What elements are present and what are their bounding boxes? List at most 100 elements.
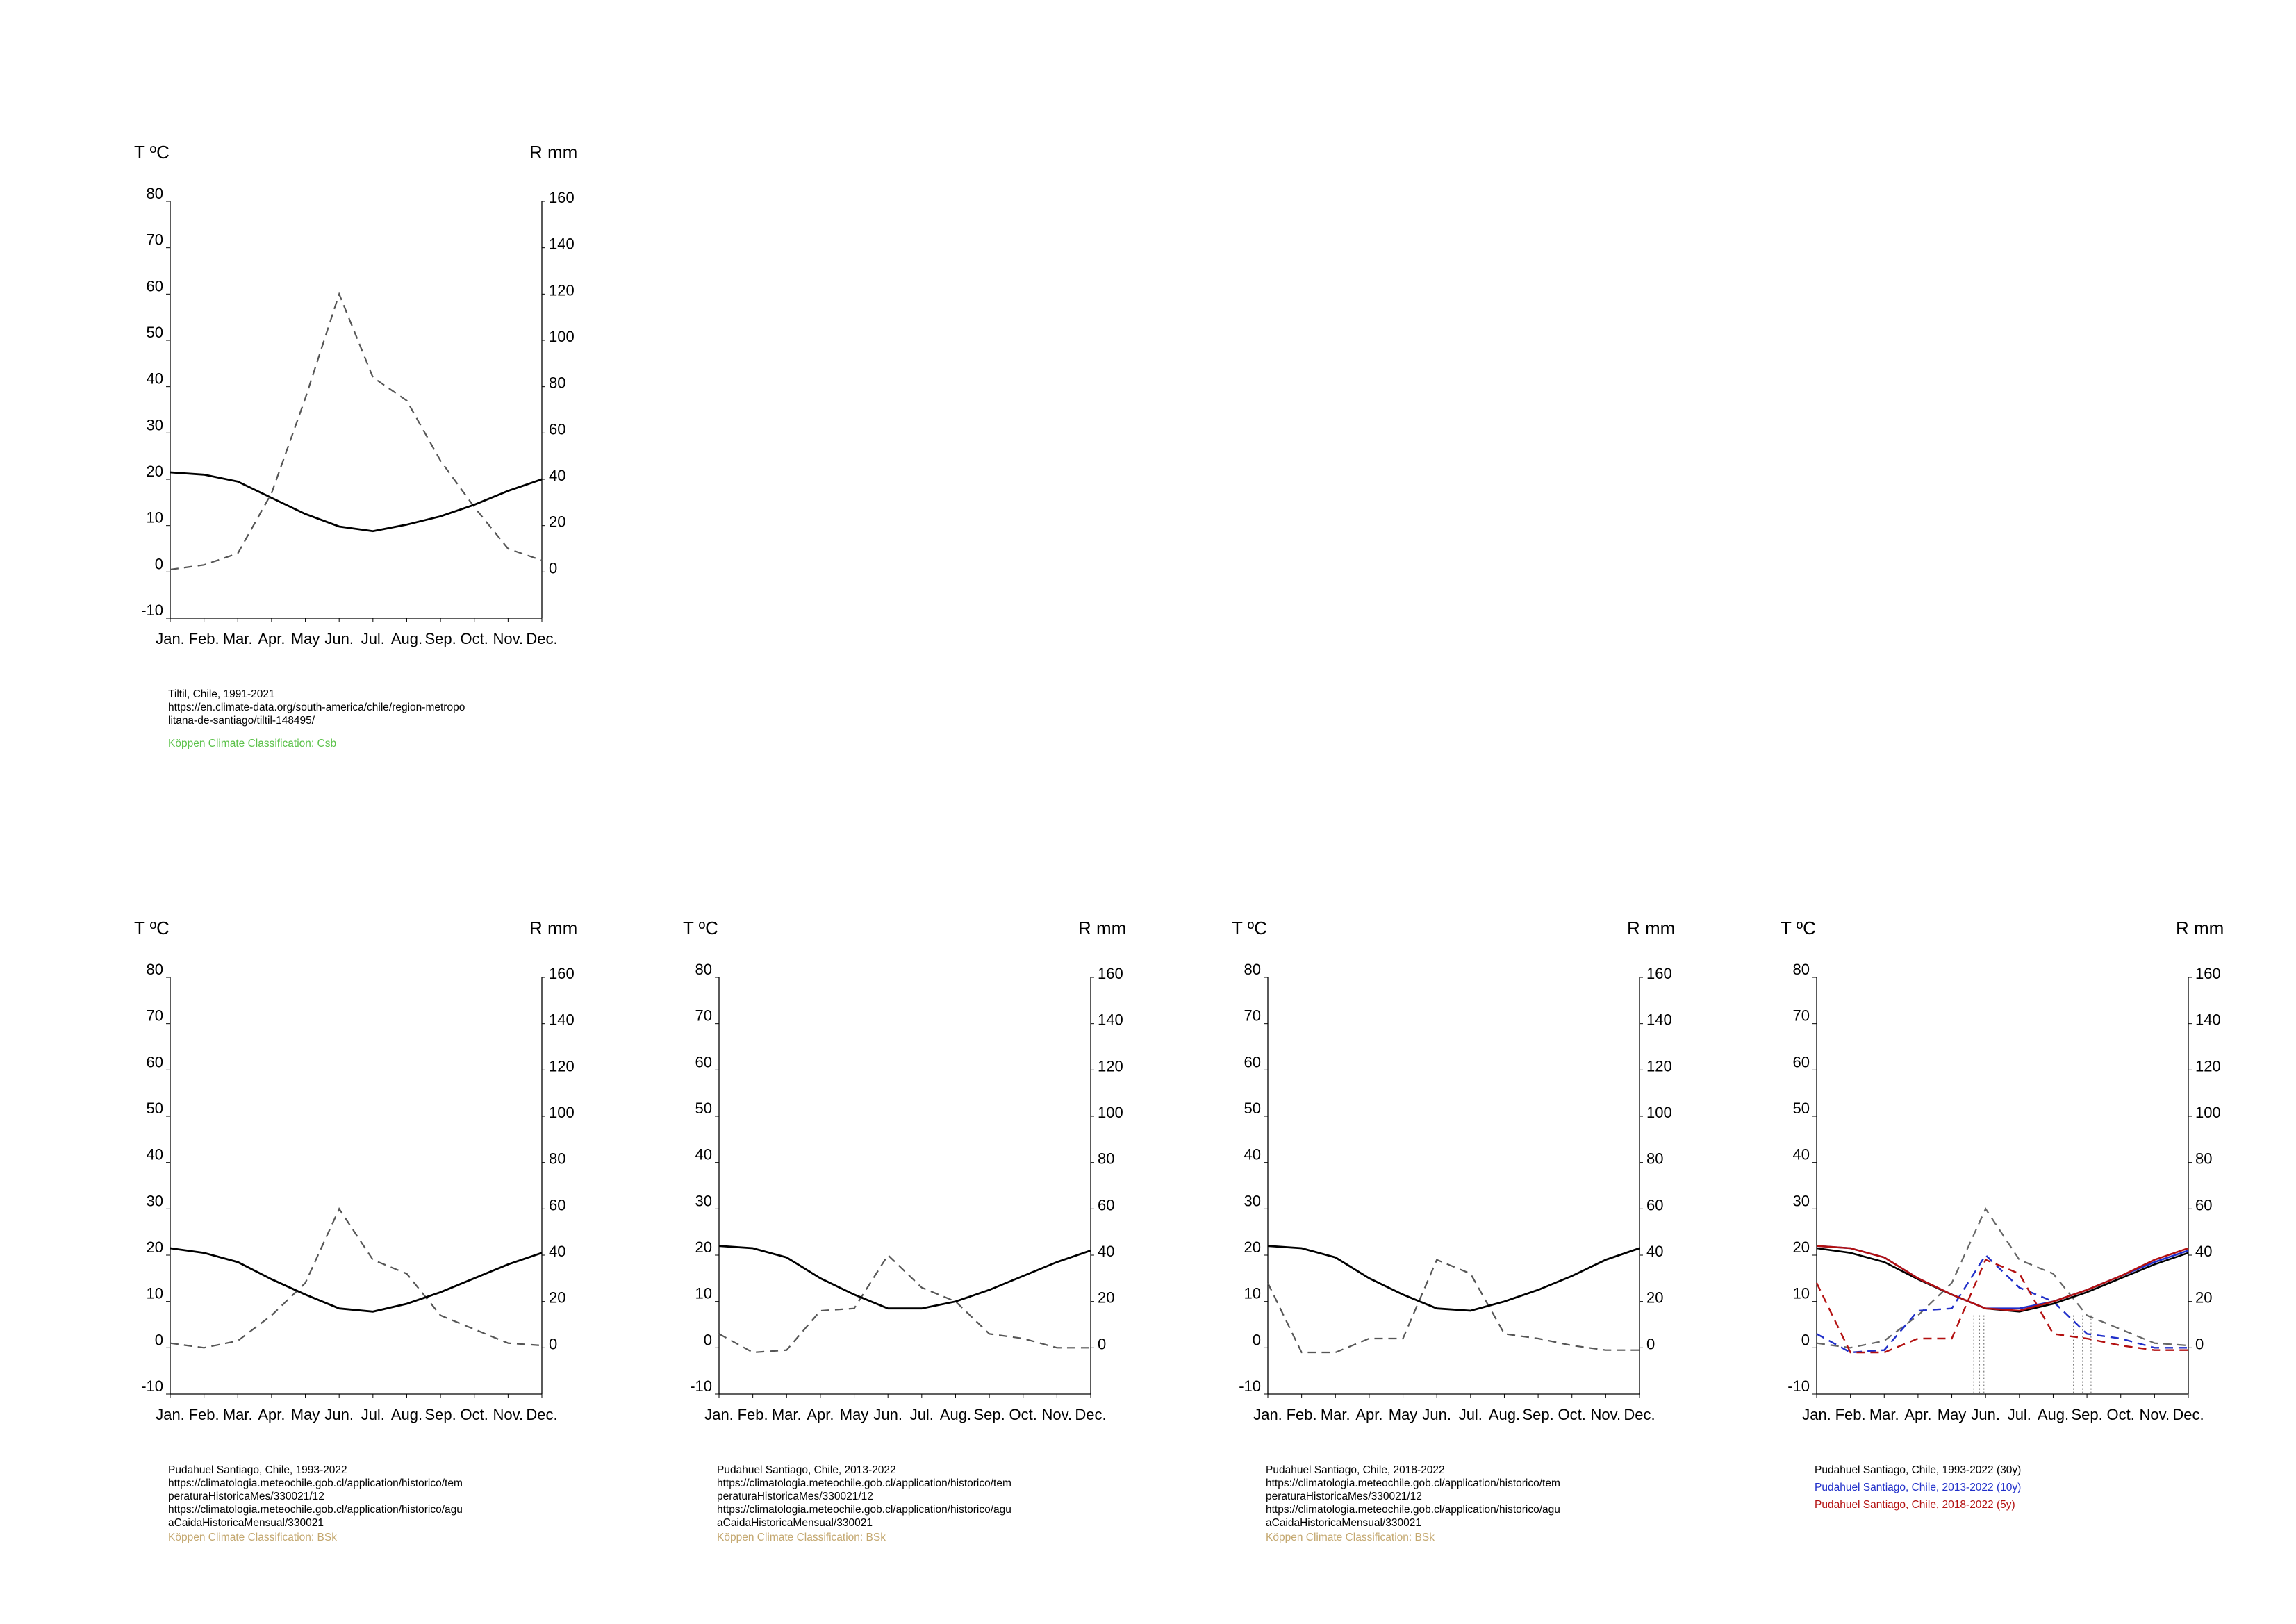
y-left-tick-label: 10: [1244, 1285, 1261, 1302]
y-right-tick-label: 140: [1646, 1011, 1672, 1029]
y-right-tick-label: 100: [1646, 1104, 1672, 1121]
x-tick-label: Aug.: [1489, 1406, 1520, 1423]
y-left-tick-label: 80: [695, 961, 712, 978]
y-left-tick-label: 50: [695, 1100, 712, 1117]
y-left-tick-label: 70: [1244, 1007, 1261, 1025]
caption-line: Pudahuel Santiago, Chile, 1993-2022: [168, 1464, 347, 1476]
y-left-tick-label: 0: [1253, 1331, 1261, 1348]
x-tick-label: Jun.: [1422, 1406, 1451, 1423]
temperature-line: [170, 471, 543, 533]
x-tick-label: Jun.: [1971, 1406, 2000, 1423]
x-tick-label: May: [291, 630, 320, 647]
y-left-tick-label: 80: [147, 185, 163, 202]
x-tick-label: Apr.: [258, 630, 285, 647]
y-right-tick-label: 40: [549, 467, 565, 484]
x-tick-label: May: [840, 1406, 869, 1423]
precipitation-line-10y: [1816, 1254, 2188, 1354]
x-tick-label: Dec.: [2172, 1406, 2204, 1423]
y-left-tick-label: 80: [1244, 961, 1261, 978]
y-right-tick-label: 100: [2195, 1104, 2221, 1121]
x-tick-label: Mar.: [223, 630, 253, 647]
x-tick-label: Jan.: [1802, 1406, 1831, 1423]
y-left-tick-label: -10: [690, 1377, 712, 1395]
y-left-tick-label: 0: [704, 1331, 712, 1348]
caption-line: https://climatologia.meteochile.gob.cl/a…: [1266, 1477, 1560, 1489]
y-left-tick-label: 30: [695, 1192, 712, 1209]
x-tick-label: Jun.: [873, 1406, 902, 1423]
x-tick-label: Jul.: [2008, 1406, 2031, 1423]
climate-chart: T ºC R mm80706050403020100-10160140120100…: [1781, 918, 2224, 1423]
y-left-tick-label: 50: [1793, 1100, 1810, 1117]
y-left-tick-label: 40: [695, 1146, 712, 1163]
chart-panel-pudahuel-comparison: T ºC R mm 80 70 60 50 40 30 20 10 0 -10 160 140 120 100…: [1778, 908, 2296, 1602]
y-left-tick-label: 50: [147, 1100, 163, 1117]
x-tick-label: Nov.: [1042, 1406, 1073, 1423]
chart-caption: Pudahuel Santiago, Chile, 2013-2022 https…: [717, 1464, 1078, 1544]
y-right-tick-label: 120: [1646, 1057, 1672, 1075]
x-tick-label: Jul.: [910, 1406, 934, 1423]
x-tick-label: Dec.: [1624, 1406, 1655, 1423]
y-right-tick-label: 140: [1098, 1011, 1123, 1029]
x-tick-label: Apr.: [1355, 1406, 1382, 1423]
y-right-tick-label: 0: [2195, 1335, 2204, 1352]
temperature-line: [170, 1247, 543, 1313]
chart-panel-pudahuel-2018-2022: T ºC R mm 80 70 60 50 40 30 20 10 0 -10 160 140 120 100…: [1230, 908, 1758, 1602]
chart-caption-legend: Pudahuel Santiago, Chile, 1993-2022 (30y…: [1815, 1464, 2176, 1516]
y-left-tick-label: 60: [1244, 1053, 1261, 1070]
y-left-tick-label: 10: [1793, 1285, 1810, 1302]
y-left-tick-label: 20: [1793, 1238, 1810, 1256]
y-right-tick-label: 100: [1098, 1104, 1123, 1121]
y-left-tick-label: 60: [147, 1053, 163, 1070]
climate-chart: T ºC R mm80706050403020100-10160140120100…: [134, 142, 577, 647]
y-left-tick-label: 10: [695, 1285, 712, 1302]
y-right-tick-label: 20: [1098, 1289, 1114, 1307]
y-right-tick-label: 20: [549, 1289, 565, 1307]
y-right-unit-label: R mm: [529, 142, 577, 163]
x-tick-label: Nov.: [493, 630, 524, 647]
y-right-tick-label: 20: [2195, 1289, 2212, 1307]
y-right-tick-label: 80: [549, 374, 565, 392]
y-left-tick-label: 80: [1793, 961, 1810, 978]
y-left-unit-label: T ºC: [134, 142, 170, 163]
y-left-tick-label: 80: [147, 961, 163, 978]
y-right-tick-label: 100: [549, 328, 575, 345]
caption-line: litana-de-santiago/tiltil-148495/: [168, 715, 315, 727]
y-right-tick-label: 60: [549, 1196, 565, 1213]
y-left-unit-label: T ºC: [1232, 918, 1267, 938]
x-tick-label: Jun.: [324, 630, 354, 647]
caption-line: Pudahuel Santiago, Chile, 2013-2022: [717, 1464, 896, 1476]
y-left-tick-label: 20: [1244, 1238, 1261, 1256]
y-left-tick-label: 40: [147, 1146, 163, 1163]
temperature-line-5y: [1816, 1245, 2189, 1312]
y-left-tick-label: 70: [147, 231, 163, 249]
y-right-tick-label: 60: [549, 420, 565, 438]
chart-panel-pudahuel-2013-2022: T ºC R mm 80 70 60 50 40 30 20 10 0 -10 160 140 120 100…: [681, 908, 1209, 1602]
chart-caption: Pudahuel Santiago, Chile, 2018-2022 https…: [1266, 1464, 1627, 1544]
caption-line: https://climatologia.meteochile.gob.cl/a…: [168, 1504, 463, 1516]
caption-line: aCaidaHistoricaMensual/330021: [717, 1517, 873, 1529]
x-tick-label: Dec.: [526, 630, 557, 647]
koppen-classification: Köppen Climate Classification: BSk: [1266, 1532, 1435, 1543]
y-right-tick-label: 80: [549, 1150, 565, 1168]
y-right-unit-label: R mm: [529, 918, 577, 938]
y-left-tick-label: 20: [695, 1238, 712, 1256]
y-left-tick-label: 40: [1244, 1146, 1261, 1163]
y-right-tick-label: 100: [549, 1104, 575, 1121]
x-tick-label: Sep.: [424, 630, 456, 647]
x-tick-label: Jan.: [156, 1406, 185, 1423]
temperature-line: [718, 1245, 1091, 1310]
y-right-tick-label: 40: [1098, 1243, 1114, 1260]
chart-caption: Tiltil, Chile, 1991-2021 https://en.clima…: [168, 688, 529, 750]
y-right-tick-label: 160: [549, 965, 575, 982]
x-tick-label: Jan.: [1253, 1406, 1282, 1423]
x-tick-label: Feb.: [1835, 1406, 1866, 1423]
y-right-tick-label: 140: [2195, 1011, 2221, 1029]
x-tick-label: Jan.: [704, 1406, 734, 1423]
x-tick-label: Nov.: [1591, 1406, 1621, 1423]
y-right-tick-label: 60: [1646, 1196, 1663, 1213]
x-tick-label: Sep.: [2071, 1406, 2102, 1423]
y-left-tick-label: 60: [695, 1053, 712, 1070]
x-tick-label: Sep.: [424, 1406, 456, 1423]
y-right-tick-label: 0: [1098, 1335, 1106, 1352]
caption-line: aCaidaHistoricaMensual/330021: [1266, 1517, 1422, 1529]
